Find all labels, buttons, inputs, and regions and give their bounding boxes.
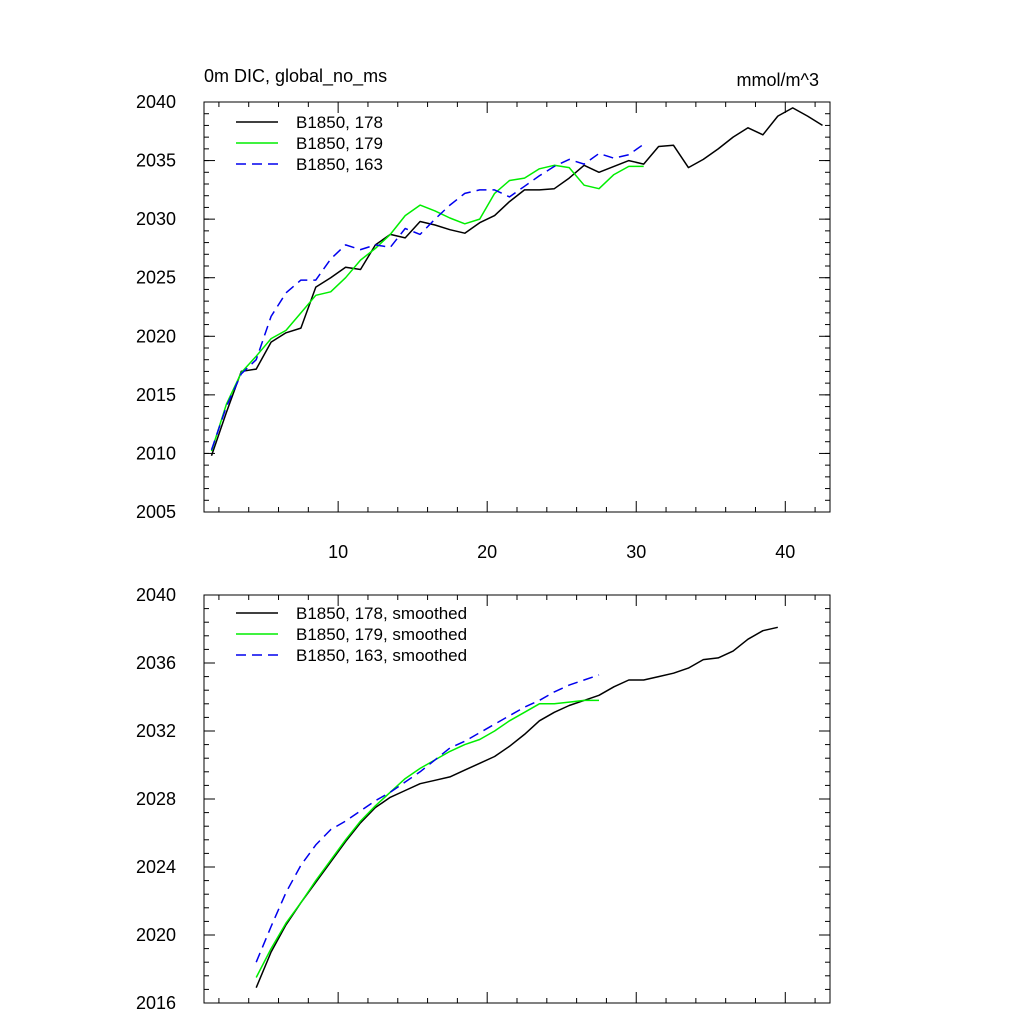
y-tick-label: 2024 <box>136 857 176 877</box>
series-line-1 <box>210 107 823 457</box>
y-tick-label: 2015 <box>136 385 176 405</box>
y-tick-label: 2028 <box>136 789 176 809</box>
x-tick-label: 10 <box>328 542 348 562</box>
legend-label: B1850, 179, smoothed <box>296 625 467 644</box>
legend-label: B1850, 178 <box>296 113 383 132</box>
y-tick-label: 2005 <box>136 502 176 522</box>
series-line-2 <box>210 164 644 452</box>
x-tick-label: 40 <box>775 542 795 562</box>
legend-label: B1850, 163 <box>296 155 383 174</box>
series-line-3 <box>255 674 600 963</box>
y-tick-label: 2035 <box>136 151 176 171</box>
bottom-panel: 2016 2020 2024 2028 2032 2036 2040 B1850, 178, … <box>136 585 831 1013</box>
y-tick-label: 2040 <box>136 585 176 605</box>
y-tick-label: 2020 <box>136 326 176 346</box>
y-tick-label: 2030 <box>136 209 176 229</box>
y-tick-label: 2040 <box>136 92 176 112</box>
top-chart-units: mmol/m^3 <box>737 70 819 90</box>
y-tick-label: 2010 <box>136 443 176 463</box>
series-line-1 <box>255 626 778 988</box>
top-panel: 10 20 30 4020052010201520202025203020352040… <box>136 92 831 562</box>
x-tick-label: 30 <box>626 542 646 562</box>
legend-label: B1850, 178, smoothed <box>296 604 467 623</box>
y-tick-label: 2020 <box>136 925 176 945</box>
y-tick-label: 2025 <box>136 268 176 288</box>
series-line-2 <box>255 699 599 978</box>
series-line-3 <box>210 143 645 451</box>
top-chart-title: 0m DIC, global_no_ms <box>204 66 387 87</box>
y-tick-label: 2016 <box>136 993 176 1013</box>
legend-label: B1850, 163, smoothed <box>296 646 467 665</box>
y-tick-label: 2032 <box>136 721 176 741</box>
x-tick-label: 20 <box>477 542 497 562</box>
y-tick-label: 2036 <box>136 653 176 673</box>
legend-label: B1850, 179 <box>296 134 383 153</box>
